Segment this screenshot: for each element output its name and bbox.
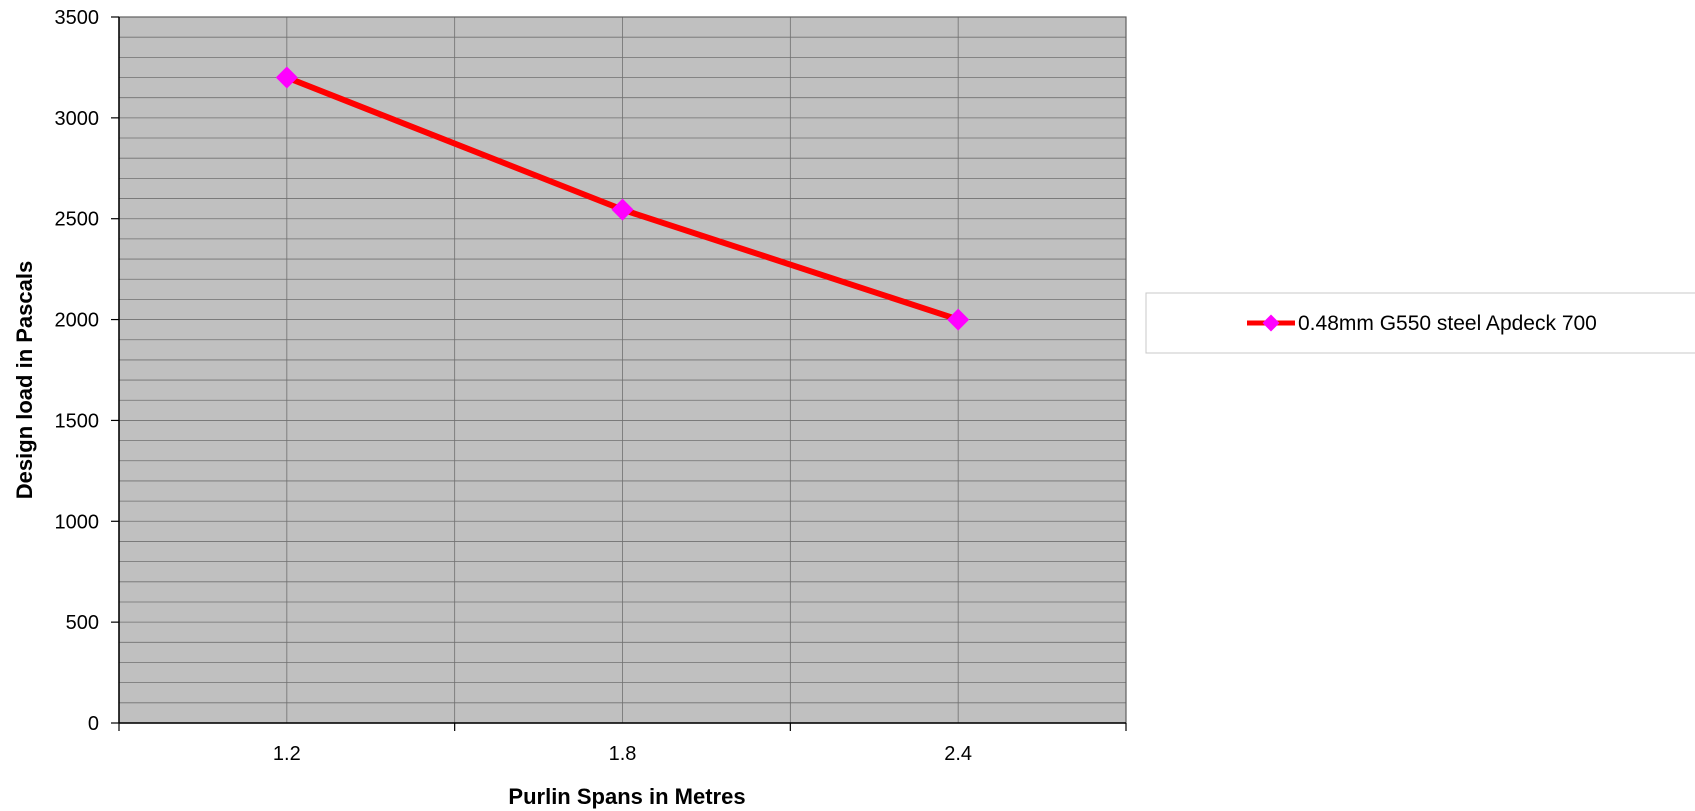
y-tick-label: 500 [66, 612, 99, 634]
y-tick-label: 1500 [55, 410, 100, 432]
y-tick-label: 0 [88, 713, 99, 735]
x-tick-label: 2.4 [944, 743, 972, 765]
y-tick-label: 2500 [55, 209, 100, 231]
y-tick-label: 3500 [55, 7, 100, 29]
y-axis-title: Design load in Pascals [12, 261, 37, 499]
y-tick-label: 3000 [55, 108, 100, 130]
y-tick-label: 2000 [55, 310, 100, 332]
y-tick-label: 1000 [55, 511, 100, 533]
legend: 0.48mm G550 steel Apdeck 700 [1145, 292, 1695, 354]
data-point-marker [275, 66, 298, 89]
x-tick-label: 1.8 [609, 743, 637, 765]
data-point-marker [611, 198, 634, 221]
legend-series-label: 0.48mm G550 steel Apdeck 700 [1298, 312, 1597, 335]
axes: 0 500 1000 1500 2000 2500 3000 3500 1.2 1.8 2.4 [55, 7, 1127, 765]
x-axis-title: Purlin Spans in Metres [508, 784, 745, 809]
data-point-marker [947, 308, 970, 331]
series-layer [275, 66, 970, 331]
legend-box [1145, 292, 1695, 354]
x-tick-label: 1.2 [273, 743, 301, 765]
